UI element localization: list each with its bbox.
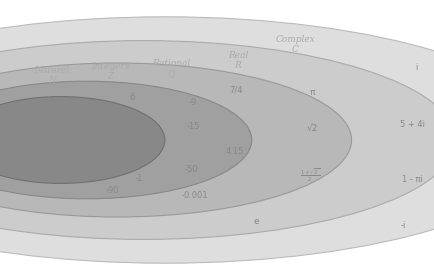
Text: Real
R: Real R [228,50,248,70]
Text: 3: 3 [43,147,48,156]
Text: -i: -i [401,221,406,230]
Text: π: π [310,88,315,97]
Text: 4.15: 4.15 [225,147,243,156]
Text: -1: -1 [135,174,143,183]
Text: 5 + 4i: 5 + 4i [400,120,425,129]
Text: 1 - πi: 1 - πi [402,175,423,184]
Text: -15: -15 [186,122,200,131]
Text: e: e [253,217,259,226]
Text: Rational
Q: Rational Q [152,59,191,78]
Text: -9: -9 [189,98,197,107]
Text: 105: 105 [120,142,136,151]
Text: 19: 19 [122,161,132,170]
Text: 0: 0 [120,122,125,131]
Ellipse shape [0,17,434,263]
Text: -0.001: -0.001 [182,192,209,200]
Text: 7/4: 7/4 [230,85,243,94]
Ellipse shape [0,63,352,217]
Text: 9274: 9274 [8,126,29,135]
Text: 55: 55 [53,162,64,171]
Text: Naturel
N: Naturel N [35,66,69,85]
Ellipse shape [0,41,434,239]
Ellipse shape [0,97,165,183]
Text: i: i [415,63,418,72]
Text: -50: -50 [184,165,198,174]
Text: Integers
Z: Integers Z [92,62,130,81]
Text: $\frac{1+\sqrt{2}}{2}$: $\frac{1+\sqrt{2}}{2}$ [300,166,320,184]
Ellipse shape [0,81,252,199]
Text: Complex
C: Complex C [275,35,315,55]
Text: 1: 1 [46,96,51,105]
Text: √2: √2 [307,124,318,133]
Text: -90: -90 [105,186,119,195]
Text: 6: 6 [130,94,135,102]
